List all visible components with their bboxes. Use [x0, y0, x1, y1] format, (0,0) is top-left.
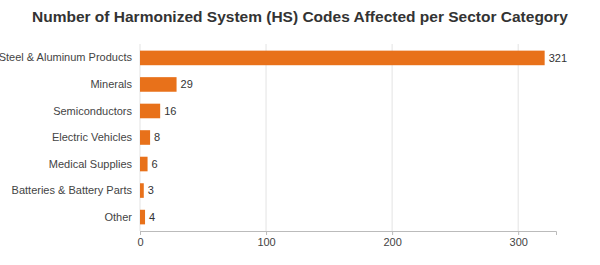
data-label: 6 [152, 158, 158, 170]
tick: Steel & Aluminum Products [0, 51, 140, 63]
grid-line [266, 44, 267, 231]
data-label: 8 [154, 131, 160, 143]
tick-mark [518, 231, 519, 235]
x-axis: 0 100 200 300 [137, 231, 556, 248]
tick: Medical Supplies [49, 158, 140, 170]
tick-mark [392, 231, 393, 235]
category-label: Electric Vehicles [52, 131, 133, 143]
chart: Number of Harmonized System (HS) Codes A… [0, 0, 600, 265]
bar [140, 130, 150, 145]
category-label: Other [104, 211, 132, 223]
tick-label: 0 [137, 236, 143, 248]
category-label: Steel & Aluminum Products [0, 51, 132, 63]
data-label: 321 [549, 52, 567, 64]
tick-label: 300 [510, 236, 528, 248]
tick-mark [140, 231, 141, 235]
tick: 100 [257, 231, 275, 248]
category-label: Minerals [90, 78, 132, 90]
data-label: 4 [149, 211, 155, 223]
tick-label: 200 [383, 236, 401, 248]
data-labels: 321 29 16 8 6 3 4 [148, 52, 567, 223]
data-label: 16 [164, 105, 176, 117]
tick: Semiconductors [53, 104, 140, 116]
tick: 0 [137, 231, 143, 248]
bar [140, 51, 545, 66]
data-label: 3 [148, 184, 154, 196]
category-label: Batteries & Battery Parts [12, 184, 133, 196]
bar [140, 104, 160, 119]
tick: 300 [510, 231, 528, 248]
tick-label: 100 [257, 236, 275, 248]
tick: Batteries & Battery Parts [12, 184, 140, 196]
tick: Electric Vehicles [52, 131, 140, 143]
tick: Other [104, 211, 140, 223]
grid-line [392, 44, 393, 231]
category-label: Semiconductors [53, 104, 132, 116]
tick-mark [266, 231, 267, 235]
bar [140, 183, 144, 198]
bars [140, 51, 545, 225]
bar [140, 77, 177, 92]
bar [140, 210, 145, 225]
tick: Minerals [90, 78, 140, 90]
grid [140, 44, 518, 231]
y-axis: Steel & Aluminum Products Minerals Semicon… [0, 51, 140, 222]
x-axis-line [141, 232, 557, 236]
bar [140, 157, 148, 172]
plot: 321 29 16 8 6 3 4 0 100 200 300 Steel & Aluminum Pr… [0, 44, 567, 248]
grid-line [518, 44, 519, 231]
category-label: Medical Supplies [49, 158, 133, 170]
tick: 200 [383, 231, 401, 248]
title: Number of Harmonized System (HS) Codes A… [32, 8, 568, 25]
data-label: 29 [181, 78, 193, 90]
